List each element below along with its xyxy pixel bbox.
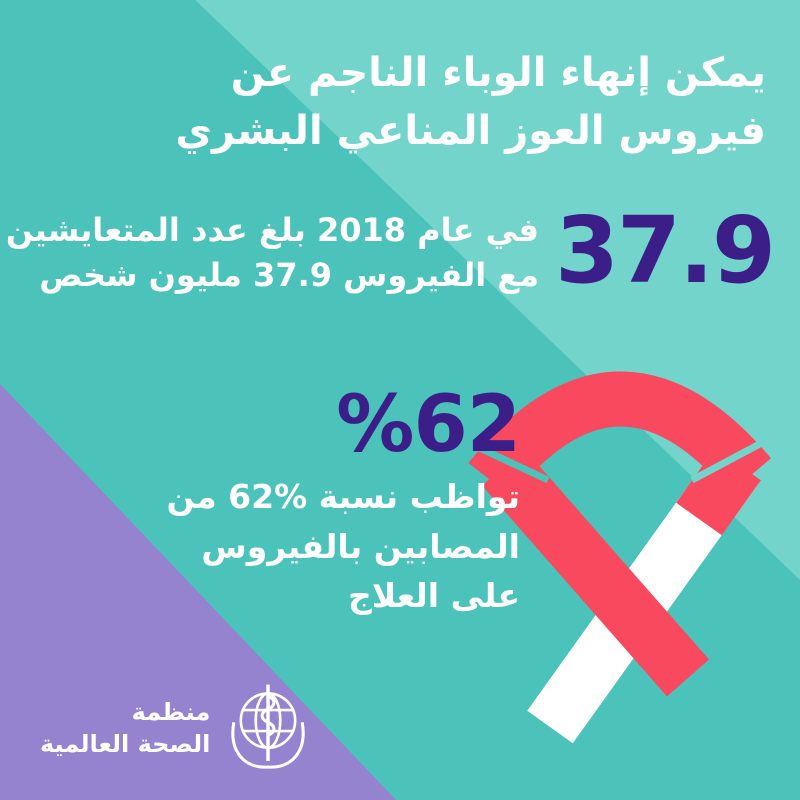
stat-treatment-line1: تواظب نسبة %62 من (166, 477, 520, 516)
heading-line2: فيروس العوز المناعي البشري (175, 108, 766, 154)
who-logo: منظمة الصحة العالمية (40, 682, 312, 774)
stat-treatment-adherence: %62 تواظب نسبة %62 من المصابين بالفيروس … (167, 380, 521, 621)
stat-people-text: في عام 2018 بلغ عدد المتعايشين مع الفيرو… (6, 204, 539, 298)
stat-people-living-with-hiv: 37.9 في عام 2018 بلغ عدد المتعايشين مع ا… (6, 196, 776, 304)
stat-people-number: 37.9 (555, 196, 776, 304)
who-emblem-icon (231, 684, 306, 769)
stat-treatment-line3: على العلاج (347, 576, 520, 615)
who-logo-line2: الصحة العالمية (40, 730, 211, 758)
stat-treatment-line2: المصابين بالفيروس (201, 526, 520, 566)
stat-people-line2: مع الفيروس 37.9 مليون شخص (39, 255, 539, 294)
stat-people-line1: في عام 2018 بلغ عدد المتعايشين (5, 211, 539, 249)
page-title: يمكن إنهاء الوباء الناجم عن فيروس العوز … (175, 44, 766, 160)
who-logo-text: منظمة الصحة العالمية (40, 696, 210, 761)
stat-treatment-text: تواظب نسبة %62 من المصابين بالفيروس على … (167, 472, 520, 621)
awareness-ribbon-icon (454, 371, 788, 744)
heading-line1: يمكن إنهاء الوباء الناجم عن (230, 50, 766, 96)
who-logo-line1: منظمة (131, 697, 211, 726)
stat-treatment-number: %62 (336, 380, 521, 470)
